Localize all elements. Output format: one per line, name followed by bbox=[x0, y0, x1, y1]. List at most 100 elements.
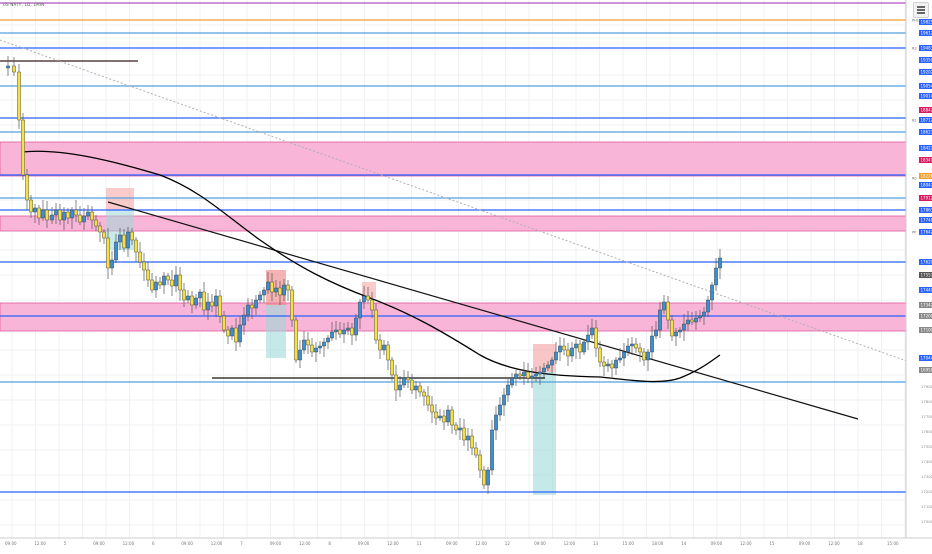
bearish-candle bbox=[370, 300, 373, 310]
price-axis[interactable]: 1982519612194831935019202190541901418842… bbox=[906, 0, 932, 550]
bullish-candle bbox=[214, 296, 217, 306]
bearish-candle bbox=[17, 72, 20, 120]
bullish-candle bbox=[494, 415, 497, 430]
bullish-candle bbox=[626, 346, 629, 352]
bullish-candle bbox=[258, 295, 261, 300]
bearish-candle bbox=[670, 320, 673, 336]
price-tag-label: 17044 bbox=[921, 356, 932, 361]
short-box bbox=[106, 188, 134, 210]
price-tag-label: 17620 bbox=[921, 260, 932, 265]
bearish-candle bbox=[566, 350, 569, 356]
price-tag-label: 16950 bbox=[921, 368, 932, 373]
time-label: 14 bbox=[681, 541, 687, 546]
bullish-candle bbox=[298, 350, 301, 360]
bearish-candle bbox=[442, 416, 445, 422]
time-label: 12:00 bbox=[564, 541, 576, 546]
bearish-candle bbox=[470, 436, 473, 448]
time-label: 12:00 bbox=[740, 541, 752, 546]
time-label: 09:00 bbox=[711, 541, 723, 546]
time-label: 09:00 bbox=[446, 541, 458, 546]
bearish-candle bbox=[250, 305, 253, 308]
bullish-candle bbox=[402, 378, 405, 385]
bullish-candle bbox=[346, 328, 349, 330]
long-stop-box bbox=[533, 344, 556, 372]
bullish-candle bbox=[542, 368, 545, 372]
time-label: 15:00 bbox=[622, 541, 634, 546]
bullish-candle bbox=[522, 372, 525, 376]
price-tag-label: 17200 bbox=[921, 314, 932, 319]
price-scale-label: 17700 bbox=[921, 414, 932, 419]
bearish-candle bbox=[158, 282, 161, 285]
bearish-candle bbox=[450, 410, 453, 425]
bullish-candle bbox=[206, 302, 209, 310]
bullish-candle bbox=[534, 374, 537, 376]
price-tag-label: 19612 bbox=[921, 31, 932, 36]
time-label: 12:00 bbox=[387, 541, 399, 546]
bearish-candle bbox=[226, 330, 229, 336]
bearish-candle bbox=[210, 302, 213, 306]
bullish-candle bbox=[6, 66, 9, 68]
time-label: 12:00 bbox=[828, 541, 840, 546]
short-target-box bbox=[266, 305, 286, 358]
supply-zone bbox=[0, 216, 906, 231]
bearish-candle bbox=[434, 412, 437, 418]
bearish-candle bbox=[594, 328, 597, 348]
time-label: 09:00 bbox=[5, 541, 17, 546]
bearish-candle bbox=[338, 330, 341, 334]
bearish-candle bbox=[482, 470, 485, 485]
menu-icon[interactable] bbox=[913, 2, 929, 18]
time-label: 12 bbox=[505, 541, 511, 546]
bullish-candle bbox=[574, 344, 577, 348]
level-note: R3 bbox=[912, 47, 917, 51]
bullish-candle bbox=[682, 324, 685, 330]
bullish-candle bbox=[62, 212, 65, 220]
bullish-candle bbox=[118, 235, 121, 242]
bullish-candle bbox=[302, 340, 305, 350]
price-tag-label: 17912 bbox=[921, 196, 932, 201]
bullish-candle bbox=[438, 416, 441, 418]
bearish-candle bbox=[310, 345, 313, 352]
bullish-candle bbox=[586, 335, 589, 342]
bullish-candle bbox=[274, 288, 277, 292]
bearish-candle bbox=[634, 344, 637, 348]
bullish-candle bbox=[606, 364, 609, 366]
bearish-candle bbox=[29, 200, 32, 212]
bullish-candle bbox=[318, 346, 321, 348]
bearish-candle bbox=[21, 120, 24, 175]
price-tag-label: 19483 bbox=[921, 46, 932, 51]
bullish-candle bbox=[33, 208, 36, 212]
bullish-candle bbox=[510, 378, 513, 385]
bearish-candle bbox=[166, 276, 169, 280]
bearish-candle bbox=[146, 270, 149, 280]
bullish-candle bbox=[398, 385, 401, 390]
bearish-candle bbox=[562, 346, 565, 350]
bearish-candle bbox=[78, 215, 81, 222]
bullish-candle bbox=[254, 300, 257, 308]
time-label: 5 bbox=[64, 541, 67, 546]
bearish-candle bbox=[306, 340, 309, 345]
symbol-title: US NATY, 1D, 1MIN bbox=[3, 2, 44, 7]
bullish-candle bbox=[358, 302, 361, 318]
level-note: PP bbox=[912, 231, 916, 235]
bullish-candle bbox=[506, 385, 509, 395]
price-tag-label: 18623 bbox=[921, 130, 932, 135]
bullish-candle bbox=[622, 352, 625, 358]
price-scale-label: 17300 bbox=[921, 474, 932, 479]
bearish-candle bbox=[74, 210, 77, 215]
price-scale-label: 17900 bbox=[921, 384, 932, 389]
bearish-candle bbox=[638, 348, 641, 352]
bullish-candle bbox=[238, 325, 241, 342]
menu-bars-icon bbox=[917, 9, 925, 11]
time-label: 13 bbox=[593, 541, 599, 546]
bearish-candle bbox=[12, 66, 15, 72]
bearish-candle bbox=[102, 232, 105, 238]
price-tag-label: 17642 bbox=[921, 230, 932, 235]
bullish-candle bbox=[154, 282, 157, 290]
bearish-candle bbox=[578, 344, 581, 352]
bullish-candle bbox=[502, 395, 505, 405]
supply-zone bbox=[0, 142, 906, 176]
bullish-candle bbox=[41, 210, 44, 218]
